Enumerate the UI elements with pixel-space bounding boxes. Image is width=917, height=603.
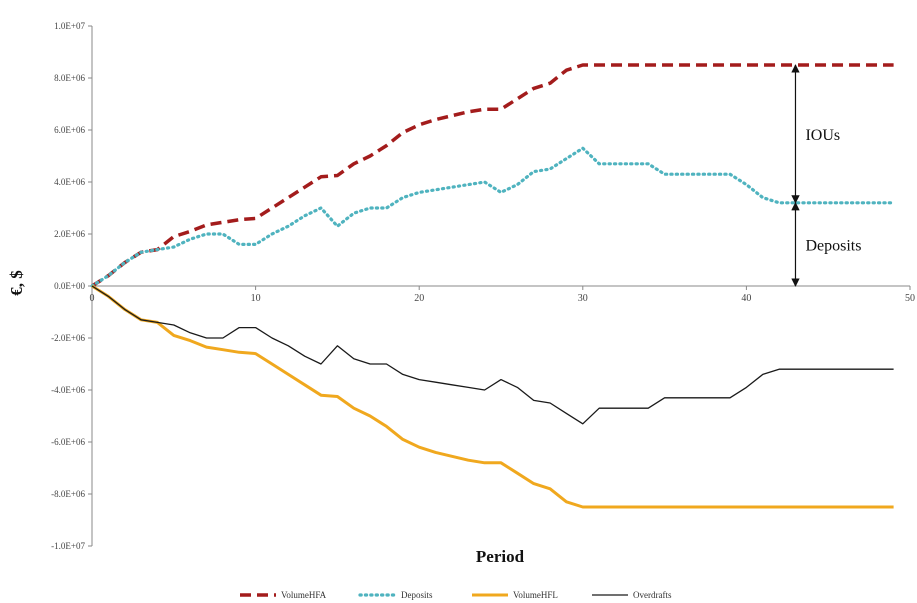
- axes-layer: 1.0E+07 8.0E+06 6.0E+06 4.0E+06 2.0E+06 0.0E+…: [51, 21, 915, 551]
- y-tick-label: -1.0E+07: [51, 541, 85, 551]
- legend-label-overdrafts: Overdrafts: [633, 590, 672, 600]
- x-axis-title: Period: [476, 547, 525, 566]
- series-line-volumehfl: [91, 284, 894, 509]
- y-axis-title: €, $: [7, 270, 26, 296]
- y-tick-label: -2.0E+06: [51, 333, 85, 343]
- series-line-volumehfa: [91, 63, 894, 288]
- series-line-deposits: [90, 146, 896, 288]
- y-tick-label: -8.0E+06: [51, 489, 85, 499]
- legend: VolumeHFA Deposits VolumeHFL Overdrafts: [240, 590, 672, 600]
- series-layer: [90, 63, 896, 509]
- y-tick-label: 4.0E+06: [54, 177, 85, 187]
- x-tick-label: 10: [251, 293, 261, 304]
- x-tick-label: 50: [905, 293, 915, 304]
- y-tick-label: 1.0E+07: [54, 21, 85, 31]
- x-tick-label: 0: [90, 293, 95, 304]
- y-tick-label: -6.0E+06: [51, 437, 85, 447]
- legend-label-volumehfl: VolumeHFL: [513, 590, 558, 600]
- legend-label-deposits: Deposits: [401, 590, 433, 600]
- y-tick-label: 8.0E+06: [54, 73, 85, 83]
- x-tick-label: 20: [414, 293, 424, 304]
- y-tick-label: -4.0E+06: [51, 385, 85, 395]
- x-tick-label: 30: [578, 293, 588, 304]
- y-tick-label: 6.0E+06: [54, 125, 85, 135]
- annotation-label: Deposits: [805, 237, 861, 254]
- annotation-layer: IOUs Deposits: [791, 64, 861, 287]
- annotation-label: IOUs: [805, 127, 840, 144]
- x-tick-label: 40: [741, 293, 751, 304]
- y-tick-label: 2.0E+06: [54, 229, 85, 239]
- legend-label-volumehfa: VolumeHFA: [281, 590, 327, 600]
- y-tick-label: 0.0E+00: [54, 281, 85, 291]
- series-line-overdrafts: [91, 285, 894, 425]
